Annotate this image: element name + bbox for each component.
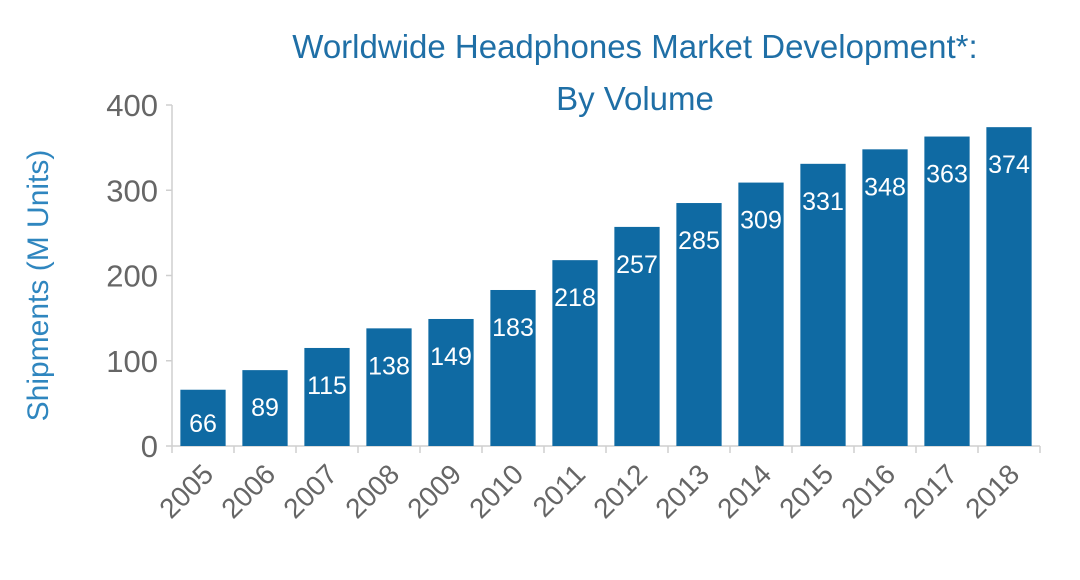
- bar: [614, 226, 660, 446]
- bar: [676, 203, 722, 446]
- data-label: 138: [368, 352, 410, 380]
- bar: [800, 163, 846, 446]
- bar: [490, 289, 536, 446]
- x-tick-label: 2008: [339, 458, 405, 524]
- x-tick-label: 2010: [463, 458, 529, 524]
- y-tick-label: 300: [106, 173, 158, 208]
- bar: [738, 182, 784, 446]
- data-label: 374: [988, 151, 1030, 179]
- data-label: 348: [864, 173, 906, 201]
- x-tick-label: 2007: [277, 458, 343, 524]
- x-tick-label: 2011: [527, 458, 592, 523]
- bar: [242, 370, 288, 446]
- bar: [366, 328, 412, 446]
- bar: [924, 136, 970, 447]
- x-tick-label: 2009: [401, 458, 467, 524]
- y-tick-label: 200: [106, 259, 158, 294]
- y-tick-label: 0: [141, 429, 158, 464]
- data-label: 218: [554, 284, 596, 312]
- bar: [986, 127, 1032, 446]
- x-tick-label: 2018: [959, 458, 1025, 524]
- x-tick-label: 2005: [153, 458, 219, 524]
- y-tick-label: 100: [106, 344, 158, 379]
- x-tick-label: 2013: [649, 458, 715, 524]
- chart-title-line-2: By Volume: [556, 80, 714, 117]
- data-label: 309: [740, 207, 782, 235]
- data-label: 285: [678, 227, 720, 255]
- x-tick-label: 2012: [587, 458, 653, 524]
- data-label: 183: [492, 314, 534, 342]
- data-label: 149: [430, 343, 472, 371]
- bar: [862, 149, 908, 446]
- data-label: 257: [616, 251, 658, 279]
- y-tick-label: 400: [106, 88, 158, 123]
- data-label: 115: [307, 372, 347, 400]
- bar: [304, 347, 350, 446]
- bar: [180, 389, 226, 446]
- y-axis-title: Shipments (M Units): [22, 150, 55, 422]
- x-tick-label: 2015: [773, 458, 839, 524]
- bar: [552, 260, 598, 446]
- bar: [428, 318, 474, 446]
- chart-title-line-1: Worldwide Headphones Market Development*…: [292, 28, 978, 65]
- x-tick-label: 2014: [711, 458, 777, 524]
- data-label: 66: [189, 410, 217, 438]
- data-label: 331: [802, 188, 844, 216]
- data-label: 363: [926, 161, 968, 189]
- data-label: 89: [251, 394, 279, 422]
- x-tick-label: 2006: [215, 458, 281, 524]
- x-tick-label: 2016: [835, 458, 901, 524]
- x-tick-label: 2017: [897, 458, 963, 524]
